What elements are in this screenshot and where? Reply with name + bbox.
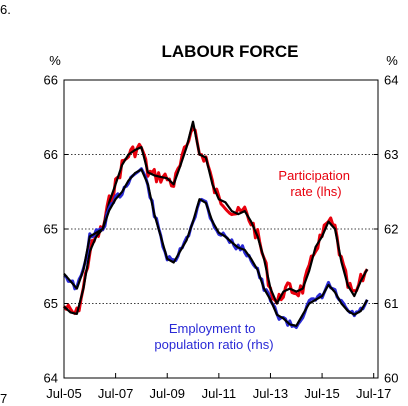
right-tick-label-4: 64 [384, 73, 398, 88]
x-tick-label-0: Jul-05 [46, 386, 81, 401]
employment-trend-line [63, 168, 369, 327]
right-tick-label-1: 61 [384, 296, 398, 311]
employment-annotation-line-2: population ratio (rhs) [154, 337, 273, 352]
series-layer [62, 120, 369, 329]
x-tick-label-3: Jul-11 [202, 386, 236, 401]
left-tick-label-3: 66 [44, 147, 58, 162]
left-tick-label-4: 66 [44, 73, 58, 88]
employment-annotation: Employment to population ratio (rhs) [154, 321, 273, 352]
participation-annotation: Participation rate (lhs) [278, 168, 353, 199]
participation-trend-line [63, 120, 369, 315]
participation-series-line [62, 126, 369, 315]
x-tick-label-4: Jul-13 [253, 386, 288, 401]
figure-number: 6. [0, 2, 11, 17]
right-tick-label-3: 63 [384, 147, 398, 162]
left-tick-label-0: 64 [44, 371, 58, 386]
right-tick-label-2: 62 [384, 222, 398, 237]
x-tick-label-2: Jul-09 [150, 386, 185, 401]
chart-title: LABOUR FORCE [162, 42, 299, 61]
left-tick-label-1: 65 [44, 296, 58, 311]
corner-mark: 7 [0, 391, 8, 406]
employment-annotation-line-1: Employment to [169, 321, 256, 336]
participation-annotation-line-1: Participation [278, 168, 350, 183]
x-tick-label-5: Jul-15 [304, 386, 339, 401]
left-axis-unit: % [49, 53, 61, 68]
participation-annotation-line-2: rate (lhs) [290, 184, 341, 199]
x-tick-label-1: Jul-07 [98, 386, 133, 401]
left-tick-label-2: 65 [44, 222, 58, 237]
right-tick-label-0: 60 [384, 371, 398, 386]
right-axis-unit: % [386, 53, 398, 68]
x-tick-label-6: Jul-17 [356, 386, 391, 401]
